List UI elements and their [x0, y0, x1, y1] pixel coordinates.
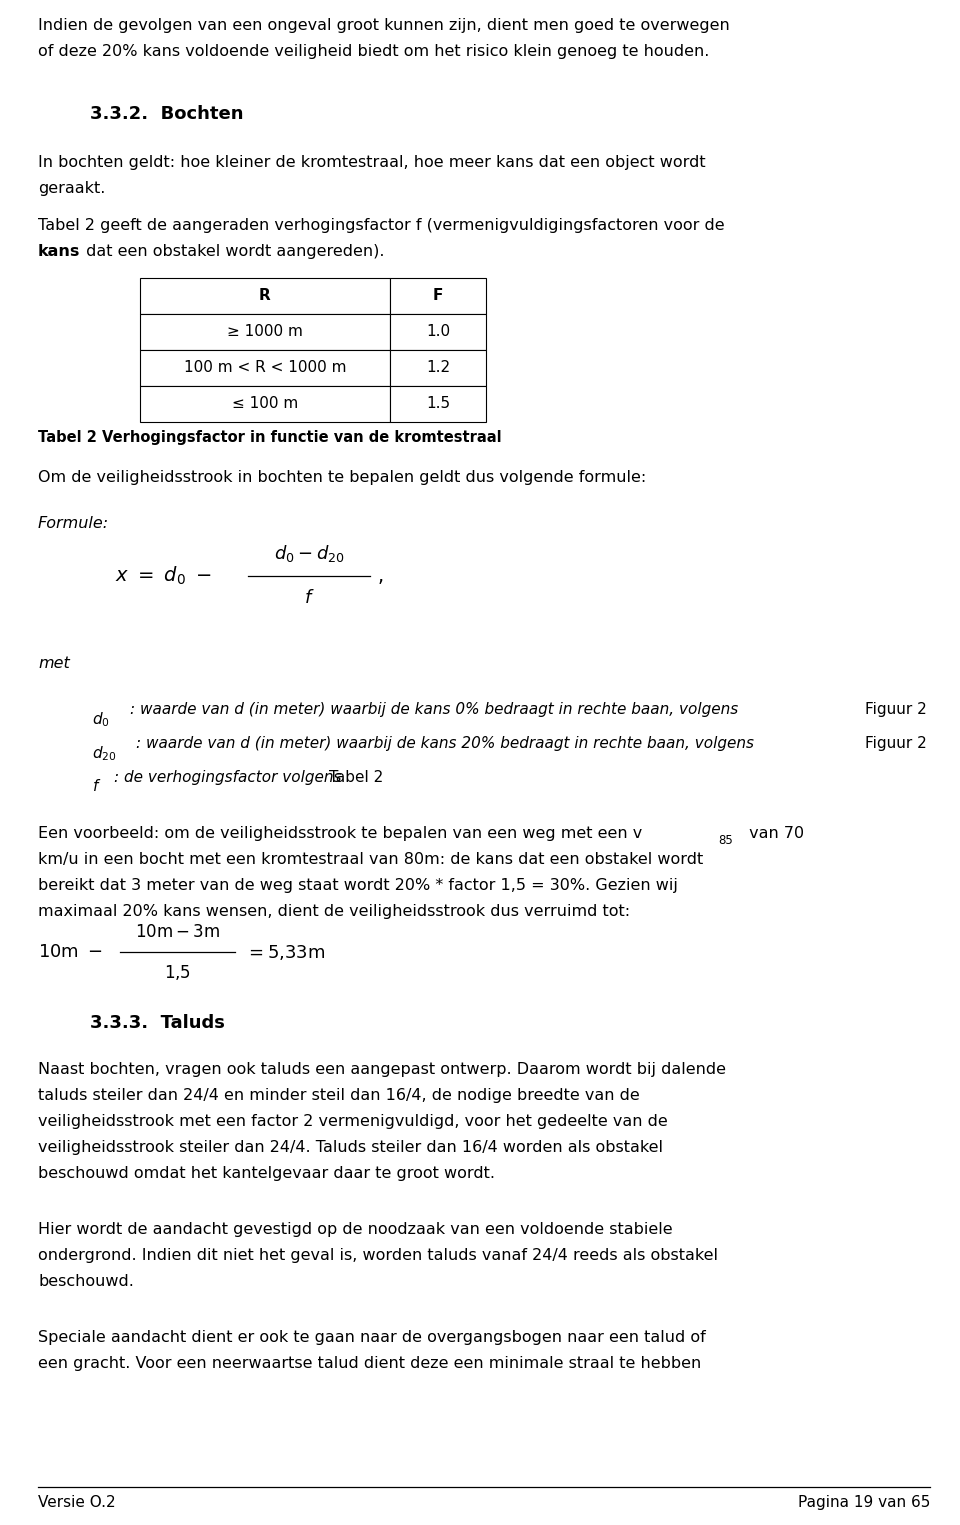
Text: Pagina 19 van 65: Pagina 19 van 65: [798, 1494, 930, 1510]
Text: : waarde van d (in meter) waarbij de kans 0% bedraagt in rechte baan, volgens: : waarde van d (in meter) waarbij de kan…: [130, 702, 738, 717]
Text: : de verhogingsfactor volgens: : de verhogingsfactor volgens: [114, 770, 342, 785]
Text: Om de veiligheidsstrook in bochten te bepalen geldt dus volgende formule:: Om de veiligheidsstrook in bochten te be…: [38, 470, 646, 485]
Text: ondergrond. Indien dit niet het geval is, worden taluds vanaf 24/4 reeds als obs: ondergrond. Indien dit niet het geval is…: [38, 1247, 718, 1263]
Text: Versie O.2: Versie O.2: [38, 1494, 115, 1510]
Text: Figuur 2: Figuur 2: [865, 737, 926, 750]
Text: Tabel 2: Tabel 2: [329, 770, 383, 785]
Text: of deze 20% kans voldoende veiligheid biedt om het risico klein genoeg te houden: of deze 20% kans voldoende veiligheid bi…: [38, 44, 709, 59]
Text: In bochten geldt: hoe kleiner de kromtestraal, hoe meer kans dat een object word: In bochten geldt: hoe kleiner de kromtes…: [38, 156, 706, 169]
Text: Figuur 2: Figuur 2: [865, 702, 926, 717]
Text: ,: ,: [378, 566, 384, 586]
Text: dat een obstakel wordt aangereden).: dat een obstakel wordt aangereden).: [81, 244, 385, 259]
Text: Indien de gevolgen van een ongeval groot kunnen zijn, dient men goed te overwege: Indien de gevolgen van een ongeval groot…: [38, 18, 730, 34]
Text: maximaal 20% kans wensen, dient de veiligheidsstrook dus verruimd tot:: maximaal 20% kans wensen, dient de veili…: [38, 904, 630, 920]
Text: R: R: [259, 288, 271, 303]
Bar: [140, 314, 390, 351]
Text: ≤ 100 m: ≤ 100 m: [232, 396, 299, 412]
Text: Tabel 2 geeft de aangeraden verhogingsfactor f (vermenigvuldigingsfactoren voor : Tabel 2 geeft de aangeraden verhogingsfa…: [38, 218, 725, 233]
Text: beschouwd.: beschouwd.: [38, 1273, 133, 1289]
Text: $x\ =\ d_{0}\ -$: $x\ =\ d_{0}\ -$: [115, 564, 211, 587]
Text: taluds steiler dan 24/4 en minder steil dan 16/4, de nodige breedte van de: taluds steiler dan 24/4 en minder steil …: [38, 1087, 639, 1103]
Text: $10\mathrm{m}\ -$: $10\mathrm{m}\ -$: [38, 942, 103, 961]
Text: $d_{20}$: $d_{20}$: [92, 744, 116, 762]
Text: 1.2: 1.2: [426, 360, 450, 375]
Bar: [140, 351, 390, 386]
Text: $1{,}5$: $1{,}5$: [164, 962, 191, 982]
Text: $f$: $f$: [92, 778, 102, 795]
Text: Naast bochten, vragen ook taluds een aangepast ontwerp. Daarom wordt bij dalende: Naast bochten, vragen ook taluds een aan…: [38, 1061, 726, 1077]
Text: $d_{0}$: $d_{0}$: [92, 711, 109, 729]
Bar: [390, 386, 486, 422]
Text: van 70: van 70: [744, 827, 804, 840]
Text: $10\mathrm{m} - 3\mathrm{m}$: $10\mathrm{m} - 3\mathrm{m}$: [135, 923, 220, 941]
Text: 1.0: 1.0: [426, 325, 450, 340]
Text: km/u in een bocht met een kromtestraal van 80m: de kans dat een obstakel wordt: km/u in een bocht met een kromtestraal v…: [38, 852, 704, 868]
Text: Hier wordt de aandacht gevestigd op de noodzaak van een voldoende stabiele: Hier wordt de aandacht gevestigd op de n…: [38, 1222, 673, 1237]
Text: geraakt.: geraakt.: [38, 181, 106, 197]
Text: met: met: [38, 656, 70, 671]
Bar: [390, 351, 486, 386]
Text: 3.3.2.  Bochten: 3.3.2. Bochten: [90, 105, 244, 124]
Text: een gracht. Voor een neerwaartse talud dient deze een minimale straal te hebben: een gracht. Voor een neerwaartse talud d…: [38, 1356, 701, 1371]
Text: 3.3.3.  Taluds: 3.3.3. Taluds: [90, 1014, 225, 1032]
Text: bereikt dat 3 meter van de weg staat wordt 20% * factor 1,5 = 30%. Gezien wij: bereikt dat 3 meter van de weg staat wor…: [38, 878, 678, 894]
Text: veiligheidsstrook steiler dan 24/4. Taluds steiler dan 16/4 worden als obstakel: veiligheidsstrook steiler dan 24/4. Talu…: [38, 1141, 663, 1154]
Text: 100 m < R < 1000 m: 100 m < R < 1000 m: [183, 360, 347, 375]
Text: Speciale aandacht dient er ook te gaan naar de overgangsbogen naar een talud of: Speciale aandacht dient er ook te gaan n…: [38, 1330, 706, 1345]
Text: beschouwd omdat het kantelgevaar daar te groot wordt.: beschouwd omdat het kantelgevaar daar te…: [38, 1167, 495, 1180]
Text: $f$: $f$: [303, 589, 314, 607]
Text: : waarde van d (in meter) waarbij de kans 20% bedraagt in rechte baan, volgens: : waarde van d (in meter) waarbij de kan…: [136, 737, 754, 750]
Bar: [140, 386, 390, 422]
Text: 85: 85: [718, 834, 732, 846]
Text: Tabel 2 Verhogingsfactor in functie van de kromtestraal: Tabel 2 Verhogingsfactor in functie van …: [38, 430, 502, 445]
Bar: [390, 278, 486, 314]
Text: $d_{0} - d_{20}$: $d_{0} - d_{20}$: [274, 543, 345, 564]
Text: veiligheidsstrook met een factor 2 vermenigvuldigd, voor het gedeelte van de: veiligheidsstrook met een factor 2 verme…: [38, 1113, 668, 1128]
Text: Formule:: Formule:: [38, 515, 109, 531]
Bar: [140, 278, 390, 314]
Text: ≥ 1000 m: ≥ 1000 m: [228, 325, 303, 340]
Bar: [390, 314, 486, 351]
Text: $= 5{,}33\mathrm{m}$: $= 5{,}33\mathrm{m}$: [245, 942, 325, 961]
Text: 1.5: 1.5: [426, 396, 450, 412]
Text: kans: kans: [38, 244, 81, 259]
Text: F: F: [433, 288, 444, 303]
Text: Een voorbeeld: om de veiligheidsstrook te bepalen van een weg met een v: Een voorbeeld: om de veiligheidsstrook t…: [38, 827, 642, 840]
